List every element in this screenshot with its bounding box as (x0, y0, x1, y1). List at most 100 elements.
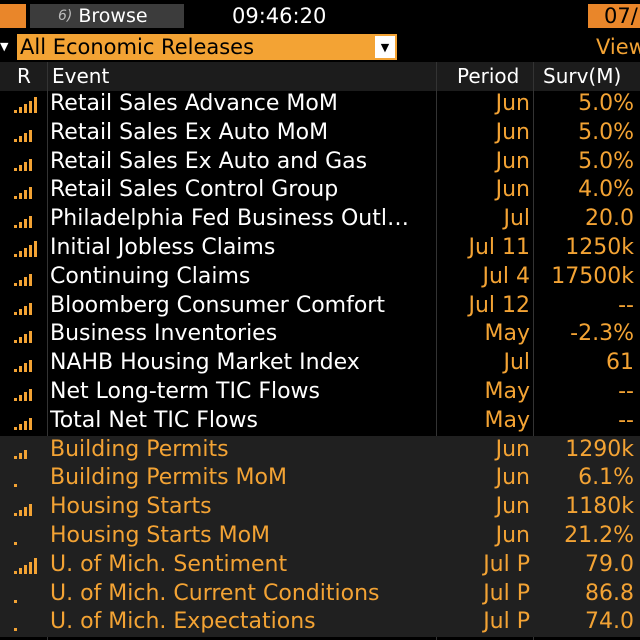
survey-value: 5.0% (578, 119, 634, 145)
survey-value: 1290k (565, 436, 634, 462)
table-row[interactable]: Bloomberg Consumer Comfort Jul 12 -- (0, 292, 640, 321)
survey-value: -- (618, 378, 634, 404)
view-button[interactable]: View (596, 35, 640, 59)
event-name[interactable]: Retail Sales Control Group (50, 177, 339, 203)
column-header-period[interactable]: Period (457, 64, 520, 88)
table-row[interactable]: Initial Jobless Claims Jul 11 1250k (0, 234, 640, 263)
table-row[interactable]: Retail Sales Ex Auto MoM Jun 5.0% (0, 119, 640, 148)
event-period: Jul P (483, 580, 530, 606)
survey-value: 20.0 (585, 206, 634, 232)
table-row[interactable]: Continuing Claims Jul 4 17500k (0, 263, 640, 292)
table-row[interactable]: Housing Starts Jun 1180k (0, 493, 640, 522)
event-period: Jul 4 (482, 263, 530, 289)
table-row[interactable]: Business Inventories May -2.3% (0, 320, 640, 349)
event-name[interactable]: Net Long-term TIC Flows (50, 378, 320, 404)
table-row[interactable]: Housing Starts MoM Jun 21.2% (0, 521, 640, 551)
column-header-survey[interactable]: Surv(M) (543, 64, 622, 88)
event-period: Jul (503, 206, 530, 232)
event-period: Jun (495, 494, 530, 520)
relevance-bars-icon (14, 443, 38, 459)
event-period: Jun (495, 148, 530, 174)
triangle-down-icon[interactable]: ▼ (0, 40, 9, 53)
event-name[interactable]: Retail Sales Advance MoM (50, 91, 338, 116)
event-name[interactable]: Philadelphia Fed Business Outl… (50, 206, 409, 232)
column-header-event[interactable]: Event (52, 64, 110, 88)
survey-value: 17500k (551, 263, 634, 289)
column-divider (533, 62, 534, 640)
table-row[interactable]: U. of Mich. Sentiment Jul P 79.0 (0, 550, 640, 580)
column-header-relevance[interactable]: R (17, 64, 31, 88)
relevance-bars-icon (14, 500, 38, 517)
table-row[interactable]: Net Long-term TIC Flows May -- (0, 378, 640, 407)
event-period: May (484, 378, 530, 404)
event-period: Jun (495, 522, 530, 548)
event-name[interactable]: U. of Mich. Current Conditions (50, 580, 380, 606)
table-row[interactable]: Retail Sales Control Group Jun 4.0% (0, 176, 640, 205)
event-period: Jun (495, 465, 530, 491)
events-table: Retail Sales Advance MoM Jun 5.0% Retail Sa… (0, 90, 640, 638)
event-period: May (484, 407, 530, 433)
table-row[interactable]: Philadelphia Fed Business Outl… Jul 20.0 (0, 205, 640, 234)
relevance-bars-icon (14, 97, 38, 113)
event-name[interactable]: U. of Mich. Sentiment (50, 551, 288, 577)
relevance-bars-icon (14, 529, 38, 545)
event-period: Jul P (483, 551, 530, 577)
chevron-down-icon[interactable]: ▼ (375, 36, 395, 58)
survey-value: 21.2% (564, 522, 634, 548)
event-name[interactable]: Business Inventories (50, 321, 278, 347)
table-row[interactable]: U. of Mich. Expectations Jul P 74.0 (0, 608, 640, 638)
event-name[interactable]: NAHB Housing Market Index (50, 350, 360, 376)
event-name[interactable]: Initial Jobless Claims (50, 234, 276, 260)
date-field[interactable]: 07/ (588, 4, 640, 28)
survey-value: 79.0 (585, 551, 634, 577)
survey-value: 86.8 (585, 580, 634, 606)
release-filter-select[interactable]: All Economic Releases ▼ (17, 34, 397, 60)
table-row[interactable]: U. of Mich. Current Conditions Jul P 86.8 (0, 579, 640, 609)
table-row[interactable]: Building Permits Jun 1290k (0, 435, 640, 465)
browse-button[interactable]: 6) Browse (30, 4, 184, 28)
release-filter-value: All Economic Releases (20, 35, 255, 59)
survey-value: 6.1% (578, 465, 634, 491)
table-header: R Event Period Surv(M) (0, 62, 640, 91)
relevance-bars-icon (14, 615, 38, 632)
event-name[interactable]: Retail Sales Ex Auto and Gas (50, 148, 368, 174)
event-name[interactable]: Retail Sales Ex Auto MoM (50, 119, 329, 145)
survey-value: 5.0% (578, 91, 634, 116)
event-period: Jul P (483, 609, 530, 635)
relevance-bars-icon (14, 299, 38, 315)
column-divider (47, 62, 48, 640)
table-row[interactable]: Total Net TIC Flows May -- (0, 407, 640, 436)
filter-bar: ▼ All Economic Releases ▼ View (0, 32, 640, 62)
event-name[interactable]: Total Net TIC Flows (50, 407, 258, 433)
menu-tab[interactable] (0, 4, 26, 28)
table-row[interactable]: Retail Sales Advance MoM Jun 5.0% (0, 90, 640, 119)
survey-value: -- (618, 407, 634, 433)
event-name[interactable]: U. of Mich. Expectations (50, 609, 316, 635)
survey-value: -2.3% (570, 321, 634, 347)
event-name[interactable]: Bloomberg Consumer Comfort (50, 292, 385, 318)
event-period: Jul 12 (468, 292, 530, 318)
event-name[interactable]: Building Permits (50, 436, 229, 462)
event-name[interactable]: Continuing Claims (50, 263, 251, 289)
event-name[interactable]: Housing Starts MoM (50, 522, 271, 548)
table-row[interactable]: Retail Sales Ex Auto and Gas Jun 5.0% (0, 148, 640, 177)
relevance-bars-icon (14, 557, 38, 574)
event-period: Jun (495, 177, 530, 203)
top-bar: 6) Browse 09:46:20 07/ (0, 0, 640, 32)
survey-value: 4.0% (578, 177, 634, 203)
relevance-bars-icon (14, 587, 38, 603)
survey-value: 61 (606, 350, 634, 376)
clock-time: 09:46:20 (232, 4, 327, 28)
survey-value: 1250k (565, 234, 634, 260)
relevance-bars-icon (14, 414, 38, 430)
table-row[interactable]: Building Permits MoM Jun 6.1% (0, 464, 640, 494)
event-period: Jun (495, 436, 530, 462)
survey-value: 74.0 (585, 609, 634, 635)
relevance-bars-icon (14, 155, 38, 171)
relevance-bars-icon (14, 356, 38, 373)
event-name[interactable]: Building Permits MoM (50, 465, 287, 491)
event-period: May (484, 321, 530, 347)
table-row[interactable]: NAHB Housing Market Index Jul 61 (0, 349, 640, 378)
relevance-bars-icon (14, 126, 38, 142)
event-name[interactable]: Housing Starts (50, 494, 212, 520)
